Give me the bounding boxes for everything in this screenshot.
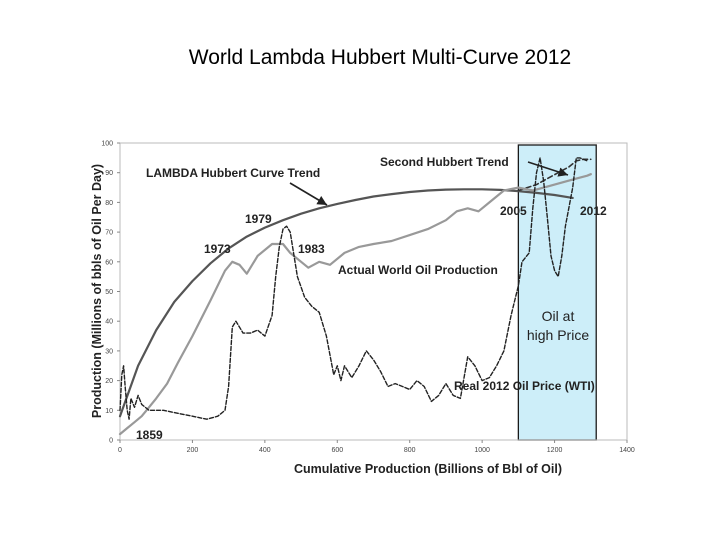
series-line-lambda_trend	[118, 188, 574, 418]
series-line-oil_price	[119, 157, 588, 420]
label-year-1859: 1859	[136, 428, 163, 442]
y-tick-label: 100	[101, 141, 113, 148]
x-tick-label: 1200	[547, 447, 563, 454]
y-tick-label: 60	[105, 259, 113, 266]
x-axis-title: Cumulative Production (Billions of Bbl o…	[294, 462, 562, 476]
x-tick-label: 800	[404, 447, 416, 454]
x-tick-label: 200	[187, 447, 199, 454]
y-axis-title: Production (Millions of bbls of Oil Per …	[90, 164, 104, 418]
y-tick-label: 90	[105, 170, 113, 177]
arrow-second-trend	[527, 161, 569, 177]
axes: 0 200 400 600 800 1000 1200 1400 0 10 20 30 40 50 60 70…	[101, 141, 635, 455]
y-tick-label: 30	[105, 348, 113, 355]
arrow-lambda-trend	[289, 182, 328, 206]
series-line-actual_production	[118, 173, 592, 436]
label-oil-price: Real 2012 Oil Price (WTI)	[454, 379, 595, 393]
x-tick-label: 400	[259, 447, 271, 454]
high-price-region-layer	[517, 144, 597, 441]
y-tick-label: 40	[105, 319, 113, 326]
slide-title: World Lambda Hubbert Multi-Curve 2012	[188, 46, 572, 69]
series-layer	[118, 157, 592, 436]
label-actual-production: Actual World Oil Production	[338, 263, 498, 277]
region-label-line-2: high Price	[527, 327, 589, 343]
y-tick-label: 10	[105, 408, 113, 415]
x-tick-label: 1000	[474, 447, 490, 454]
label-year-1983: 1983	[298, 242, 325, 256]
label-lambda-trend: LAMBDA Hubbert Curve Trend	[146, 166, 320, 180]
label-second-trend: Second Hubbert Trend	[380, 155, 509, 169]
x-tick-label: 600	[331, 447, 343, 454]
x-tick-label: 1400	[619, 447, 635, 454]
annotation-layer: LAMBDA Hubbert Curve Trend Second Hubber…	[90, 155, 607, 476]
annotation-arrows	[289, 161, 569, 206]
y-tick-label: 80	[105, 200, 113, 207]
high-price-region	[517, 144, 597, 441]
label-year-2012: 2012	[580, 204, 607, 218]
y-tick-label: 0	[109, 438, 113, 445]
label-year-2005: 2005	[500, 204, 527, 218]
y-tick-label: 20	[105, 378, 113, 385]
region-label-line-1: Oil at	[542, 308, 575, 324]
y-tick-label: 50	[105, 289, 113, 296]
x-tick-label: 0	[118, 447, 122, 454]
label-year-1973: 1973	[204, 242, 231, 256]
label-year-1979: 1979	[245, 212, 272, 226]
y-tick-label: 70	[105, 230, 113, 237]
